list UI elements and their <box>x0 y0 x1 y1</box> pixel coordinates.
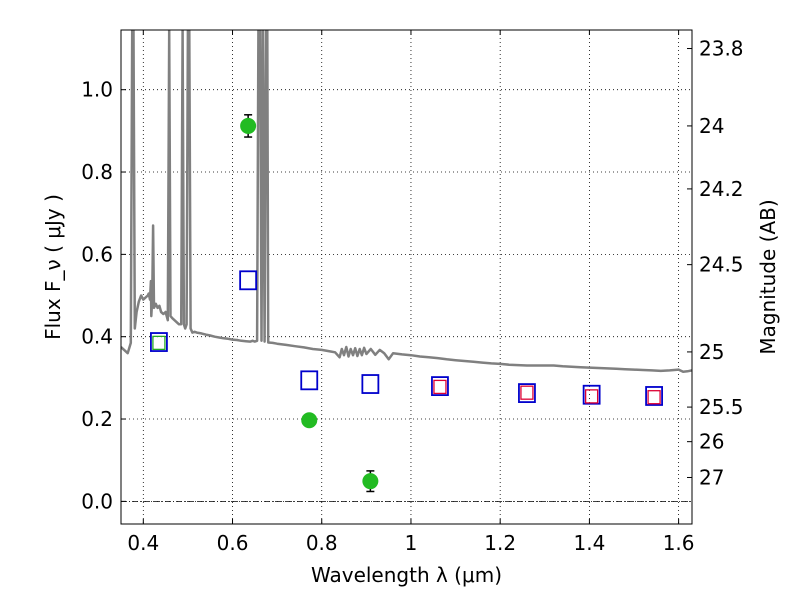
template-spectrum-line <box>121 30 692 373</box>
y-tick-label: 0.4 <box>81 325 113 349</box>
y2-tick-label: 25.5 <box>699 395 744 419</box>
y2-tick-label: 23.8 <box>699 37 744 61</box>
x-tick-label: 1.6 <box>663 531 695 555</box>
model-band-square-red <box>584 389 599 404</box>
y-tick-label: 0.6 <box>81 242 113 266</box>
axis-ticks: 0.4 0.6 0.8 1 1.2 1.4 1.6 0.0 0.2 0.4 0.6 0.8 1.0 23.… <box>81 30 744 555</box>
x-tick-label: 0.4 <box>127 531 159 555</box>
plot-area <box>121 30 692 493</box>
model-band-square-green <box>152 335 166 351</box>
y-tick-label: 0.2 <box>81 407 113 431</box>
y2-tick-label: 24 <box>699 114 724 138</box>
y2-axis-label: Magnitude (AB) <box>756 199 780 354</box>
observed-flux-point <box>240 117 257 134</box>
x-axis-label: Wavelength λ (μm) <box>311 563 502 587</box>
model-band-square <box>150 332 168 352</box>
model-band-square <box>518 383 536 403</box>
model-band-square <box>300 370 319 391</box>
x-tick-label: 1.4 <box>573 531 605 555</box>
model-band-square <box>645 386 663 406</box>
y2-tick-label: 26 <box>699 430 724 454</box>
y-tick-label: 0.8 <box>81 160 113 184</box>
x-tick-label: 0.6 <box>217 531 249 555</box>
observed-flux-point <box>362 473 379 490</box>
model-band-square <box>361 374 380 394</box>
observed-flux-point <box>301 412 318 429</box>
data-marks <box>150 114 663 493</box>
model-band-square-red <box>520 385 534 400</box>
plot-frame <box>120 29 693 525</box>
x-tick-label: 1 <box>405 531 418 555</box>
model-band-square-red <box>647 390 661 405</box>
y2-tick-label: 24.5 <box>699 253 744 277</box>
x-tick-label: 1.2 <box>484 531 516 555</box>
model-band-square <box>582 384 601 405</box>
y-tick-label: 1.0 <box>81 78 113 102</box>
x-tick-label: 0.8 <box>306 531 338 555</box>
y-tick-label: 0.0 <box>81 489 113 513</box>
model-band-square <box>431 376 449 396</box>
y-axis-label: Flux F_ν ( μJy ) <box>41 194 65 340</box>
y2-tick-label: 25 <box>699 340 724 364</box>
y2-tick-label: 27 <box>699 465 724 489</box>
model-band-square-red <box>433 379 447 395</box>
y2-tick-label: 24.2 <box>699 177 744 201</box>
model-band-square <box>239 270 258 291</box>
